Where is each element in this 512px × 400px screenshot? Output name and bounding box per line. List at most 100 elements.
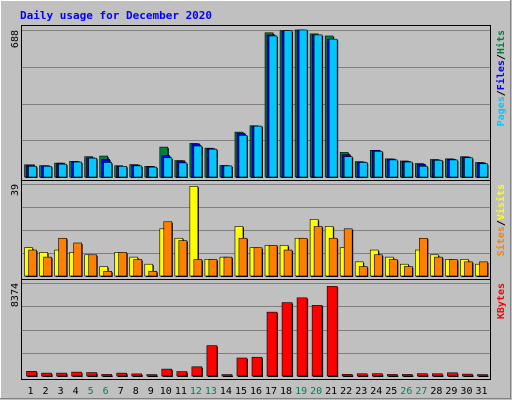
bar-visits-sites-day-15	[238, 237, 248, 277]
bar-visits-sites-day-30	[464, 261, 473, 277]
bar-visits-sites-day-23	[358, 266, 368, 277]
bar-kbytes-kbytes-day-19	[296, 297, 308, 377]
bar-kbytes-kbytes-day-10	[161, 368, 173, 377]
bar-kbytes-kbytes-day-7	[116, 372, 128, 377]
bar-visits-sites-day-20	[313, 226, 323, 277]
bar-hits-pages-day-23	[358, 162, 368, 178]
bar-hits-pages-day-27	[419, 166, 428, 178]
legend-hits: Pages/Files/Hits	[495, 30, 507, 126]
bar-hits-pages-day-21	[328, 38, 338, 178]
bar-visits-sites-day-10	[163, 221, 173, 277]
bar-hits-pages-day-28	[434, 160, 443, 178]
legend-visits-part-1: /	[496, 220, 507, 226]
bar-visits-sites-day-24	[373, 254, 383, 277]
bar-visits-sites-day-14	[223, 256, 233, 277]
legend-visits-part-2: Visits	[495, 184, 507, 220]
bar-visits-sites-day-5	[88, 254, 97, 277]
legend-hits-part-0: Pages	[496, 96, 507, 126]
legend-visits-part-0: Sites	[495, 226, 507, 256]
x-tick-label-day-19: 19	[295, 386, 307, 397]
legend-kbytes-part-0: KBytes	[496, 283, 507, 319]
bar-kbytes-kbytes-day-17	[266, 311, 278, 377]
bar-kbytes-kbytes-day-23	[356, 373, 368, 377]
bar-visits-sites-day-13	[208, 259, 218, 277]
bar-hits-pages-day-8	[133, 165, 143, 178]
x-tick-label-day-20: 20	[310, 386, 322, 397]
bar-hits-pages-day-11	[178, 162, 188, 178]
bar-kbytes-kbytes-day-24	[371, 373, 383, 377]
bar-hits-pages-day-24	[373, 151, 383, 178]
bar-visits-sites-day-6	[103, 270, 112, 277]
chart-title: Daily usage for December 2020	[20, 9, 212, 22]
x-tick-label-day-30: 30	[460, 386, 472, 397]
bar-kbytes-kbytes-day-1	[26, 371, 37, 377]
bar-visits-sites-day-29	[449, 259, 458, 277]
x-tick-label-day-10: 10	[160, 386, 172, 397]
bars-layer	[24, 29, 489, 377]
legend-kbytes: KBytes	[496, 283, 507, 319]
bar-kbytes-kbytes-day-16	[251, 356, 263, 377]
legend-hits-part-3: /	[496, 54, 507, 60]
x-tick-label-day-17: 17	[265, 386, 277, 397]
x-tick-label-day-6: 6	[103, 386, 109, 397]
legend-hits-part-4: Hits	[495, 30, 507, 54]
x-tick-label-day-13: 13	[205, 386, 217, 397]
bar-visits-sites-day-11	[178, 240, 188, 277]
bar-hits-pages-day-1	[28, 166, 37, 178]
bar-visits-sites-day-19	[298, 237, 308, 277]
bar-kbytes-kbytes-day-20	[311, 305, 323, 377]
bar-kbytes-kbytes-day-27	[417, 373, 428, 377]
bar-hits-pages-day-15	[238, 135, 248, 178]
bar-kbytes-kbytes-day-5	[86, 372, 97, 377]
bar-hits-pages-day-12	[193, 145, 203, 178]
bar-visits-sites-day-1	[28, 249, 37, 277]
bar-kbytes-kbytes-day-26	[402, 374, 413, 377]
x-tick-label-day-14: 14	[220, 386, 232, 397]
x-tick-label-day-1: 1	[28, 386, 34, 397]
bar-kbytes-kbytes-day-25	[386, 374, 398, 377]
x-tick-label-day-25: 25	[385, 386, 397, 397]
bar-hits-pages-day-2	[43, 166, 52, 178]
bar-kbytes-kbytes-day-31	[477, 374, 488, 377]
bar-hits-pages-day-3	[58, 163, 67, 178]
bar-hits-pages-day-26	[404, 161, 413, 178]
bar-hits-pages-day-19	[298, 29, 308, 178]
bar-visits-sites-day-9	[148, 270, 158, 277]
legend-visits: Sites/Visits	[495, 184, 507, 256]
bar-visits-sites-day-16	[253, 247, 263, 277]
bar-visits-sites-day-18	[283, 249, 293, 277]
bar-visits-sites-day-28	[434, 256, 443, 277]
x-tick-label-day-29: 29	[445, 386, 457, 397]
bar-kbytes-kbytes-day-13	[206, 345, 218, 377]
bar-hits-pages-day-25	[388, 159, 398, 178]
bar-hits-pages-day-31	[479, 163, 488, 178]
bar-kbytes-kbytes-day-14	[221, 374, 233, 377]
bar-kbytes-kbytes-day-6	[101, 374, 112, 377]
bar-kbytes-kbytes-day-30	[462, 373, 473, 377]
bar-hits-pages-day-9	[148, 166, 158, 178]
x-tick-label-day-28: 28	[430, 386, 442, 397]
legend-hits-part-1: /	[496, 90, 507, 96]
bar-hits-pages-day-16	[253, 125, 263, 178]
bar-hits-pages-day-13	[208, 148, 218, 178]
bar-hits-pages-day-10	[163, 157, 173, 178]
bar-kbytes-kbytes-day-21	[326, 286, 338, 377]
bar-visits-sites-day-21	[328, 237, 338, 277]
x-tick-label-day-24: 24	[370, 386, 382, 397]
x-tick-label-day-21: 21	[325, 386, 337, 397]
max-label-visits: 39	[10, 184, 21, 196]
bar-visits-sites-day-7	[118, 252, 128, 277]
bar-hits-pages-day-6	[103, 162, 112, 178]
grid-layer	[22, 30, 490, 354]
bar-kbytes-kbytes-day-3	[56, 372, 67, 377]
bar-kbytes-kbytes-day-18	[281, 302, 293, 377]
x-tick-label-day-9: 9	[148, 386, 154, 397]
x-tick-label-day-2: 2	[43, 386, 49, 397]
bar-kbytes-kbytes-day-28	[432, 373, 443, 377]
bar-visits-sites-day-26	[404, 266, 413, 277]
bar-kbytes-kbytes-day-11	[176, 371, 188, 377]
bar-kbytes-kbytes-day-22	[341, 374, 353, 377]
bar-visits-sites-day-2	[43, 256, 52, 277]
max-label-hits: 688	[10, 30, 21, 48]
